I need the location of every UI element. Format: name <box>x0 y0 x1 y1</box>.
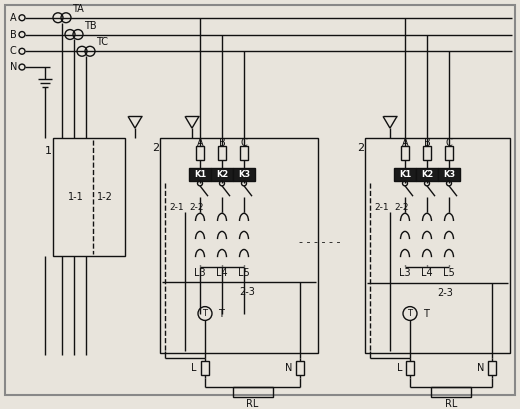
Bar <box>211 168 233 182</box>
Bar <box>196 146 204 160</box>
Text: A: A <box>10 13 17 23</box>
Bar <box>218 146 226 160</box>
Bar <box>53 138 125 256</box>
Text: RL: RL <box>246 399 258 409</box>
Text: T: T <box>408 309 412 318</box>
Text: L5: L5 <box>443 268 455 278</box>
Text: RL: RL <box>445 399 457 409</box>
Text: T: T <box>202 309 207 318</box>
Text: L: L <box>191 363 197 373</box>
Text: C: C <box>10 46 17 56</box>
Text: 1: 1 <box>45 146 52 156</box>
Text: 1-2: 1-2 <box>97 192 113 202</box>
Text: C: C <box>241 138 248 148</box>
Text: K3: K3 <box>238 170 250 179</box>
Bar <box>401 146 409 160</box>
Text: 1-1: 1-1 <box>68 192 84 202</box>
Text: K2: K2 <box>216 170 228 179</box>
Text: L: L <box>397 363 402 373</box>
Bar <box>240 146 248 160</box>
Bar <box>365 138 510 353</box>
Bar <box>296 361 304 375</box>
Bar <box>233 168 255 182</box>
Text: A: A <box>401 138 408 148</box>
Text: L5: L5 <box>238 268 250 278</box>
Text: L3: L3 <box>194 268 206 278</box>
Bar <box>189 168 211 182</box>
Text: - - - - - -: - - - - - - <box>299 236 341 247</box>
Text: N: N <box>284 363 292 373</box>
Text: 2-1: 2-1 <box>374 202 388 211</box>
Text: L3: L3 <box>399 268 411 278</box>
Bar <box>416 168 438 182</box>
Text: A: A <box>197 138 203 148</box>
Bar <box>406 361 414 375</box>
Text: 2-3: 2-3 <box>437 288 453 298</box>
Bar <box>394 168 416 182</box>
Text: T: T <box>423 308 429 319</box>
Text: TC: TC <box>96 37 108 47</box>
Bar <box>160 138 318 353</box>
Text: K1: K1 <box>194 170 206 179</box>
Bar <box>488 361 496 375</box>
Text: C: C <box>446 138 452 148</box>
Bar <box>438 168 460 182</box>
Text: B: B <box>10 29 17 40</box>
Text: B: B <box>218 138 225 148</box>
Text: K1: K1 <box>399 170 411 179</box>
Text: 2: 2 <box>357 143 364 153</box>
Text: 2: 2 <box>152 143 159 153</box>
Text: 2-3: 2-3 <box>239 287 255 297</box>
Bar <box>445 146 453 160</box>
Text: 2-1: 2-1 <box>169 202 184 211</box>
Text: 2-2: 2-2 <box>189 202 203 211</box>
Text: B: B <box>424 138 431 148</box>
Bar <box>232 387 272 397</box>
Text: 2-2: 2-2 <box>394 202 409 211</box>
Text: N: N <box>477 363 484 373</box>
Text: L4: L4 <box>421 268 433 278</box>
Text: K3: K3 <box>443 170 455 179</box>
Bar <box>423 146 431 160</box>
Bar <box>201 361 209 375</box>
Text: N: N <box>10 62 17 72</box>
Text: L4: L4 <box>216 268 228 278</box>
Bar <box>431 387 471 397</box>
Text: TB: TB <box>84 20 97 31</box>
Text: T: T <box>218 308 224 319</box>
Text: K2: K2 <box>421 170 433 179</box>
Text: TA: TA <box>72 4 84 14</box>
